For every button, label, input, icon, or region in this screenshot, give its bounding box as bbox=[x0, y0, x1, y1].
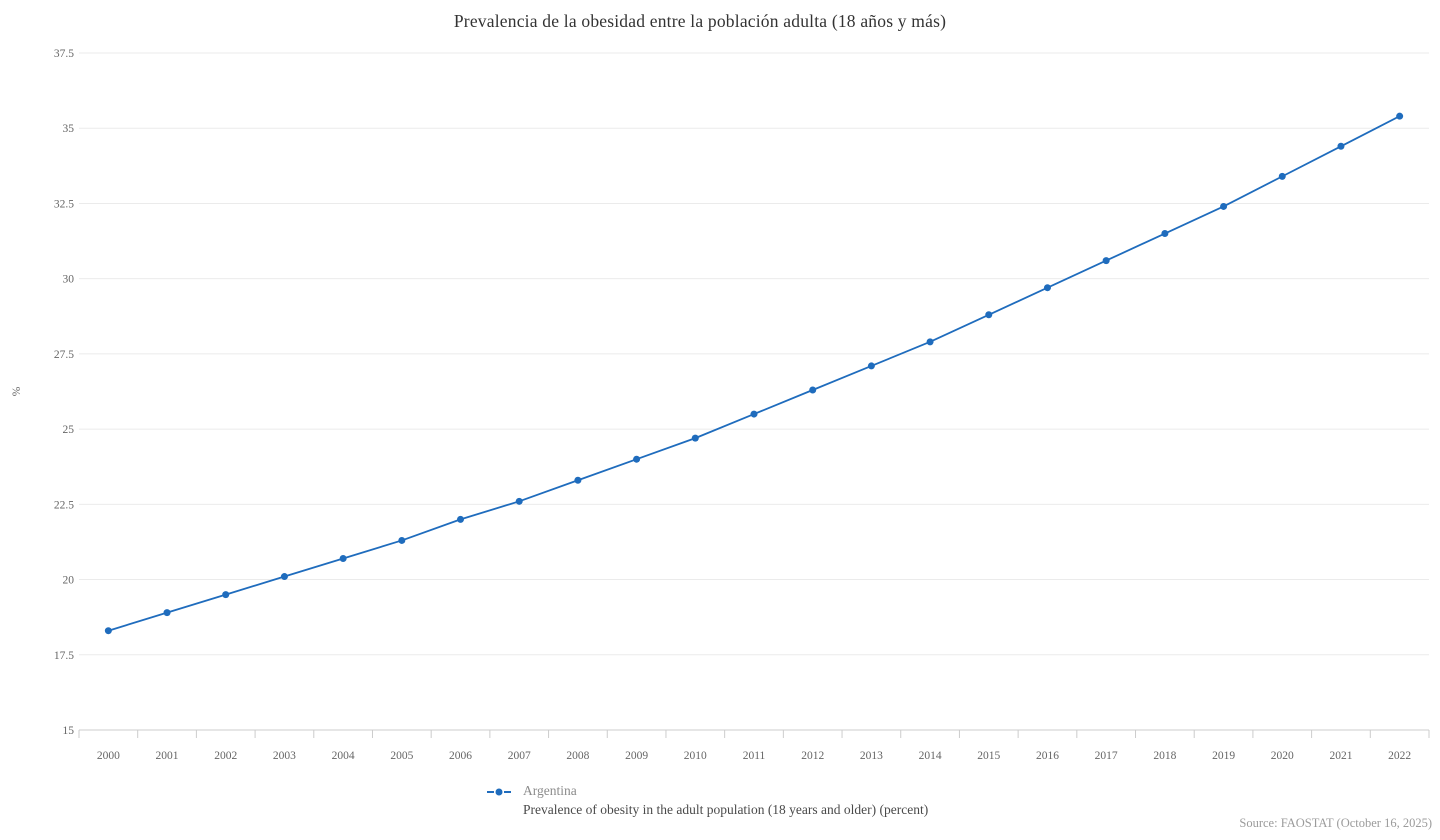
data-point[interactable] bbox=[1043, 284, 1051, 292]
y-tick-label: 22.5 bbox=[54, 499, 74, 511]
data-point[interactable] bbox=[104, 627, 112, 635]
data-point[interactable] bbox=[222, 591, 230, 599]
x-tick-label: 2004 bbox=[332, 750, 355, 762]
data-point[interactable] bbox=[280, 573, 288, 581]
data-point[interactable] bbox=[1396, 112, 1404, 120]
y-axis-title: % bbox=[11, 386, 23, 396]
x-tick-label: 2014 bbox=[919, 750, 942, 762]
x-tick-label: 2003 bbox=[273, 750, 296, 762]
legend-line-marker-icon bbox=[487, 788, 511, 796]
x-tick-label: 2006 bbox=[449, 750, 472, 762]
legend-text: Argentina Prevalence of obesity in the a… bbox=[523, 782, 928, 819]
x-tick-label: 2013 bbox=[860, 750, 883, 762]
data-point[interactable] bbox=[574, 476, 582, 484]
data-point[interactable] bbox=[985, 311, 993, 319]
y-tick-label: 15 bbox=[63, 725, 75, 737]
x-tick-label: 2008 bbox=[566, 750, 589, 762]
data-point[interactable] bbox=[867, 362, 875, 370]
data-point[interactable] bbox=[515, 497, 523, 505]
data-point[interactable] bbox=[750, 410, 758, 418]
x-tick-label: 2019 bbox=[1212, 750, 1235, 762]
y-tick-label: 25 bbox=[63, 424, 75, 436]
x-tick-label: 2011 bbox=[743, 750, 766, 762]
x-tick-label: 2010 bbox=[684, 750, 707, 762]
y-tick-label: 30 bbox=[63, 274, 75, 286]
x-tick-label: 2002 bbox=[214, 750, 237, 762]
legend-series-description: Prevalence of obesity in the adult popul… bbox=[523, 802, 929, 817]
data-point[interactable] bbox=[1102, 257, 1110, 265]
y-tick-label: 35 bbox=[63, 123, 75, 135]
series-line bbox=[108, 115, 1401, 632]
x-tick-label: 2022 bbox=[1388, 750, 1411, 762]
data-point[interactable] bbox=[1278, 172, 1286, 180]
data-point[interactable] bbox=[633, 455, 641, 463]
data-point[interactable] bbox=[1161, 230, 1169, 238]
y-tick-label: 17.5 bbox=[54, 650, 74, 662]
x-tick-label: 2017 bbox=[1095, 750, 1118, 762]
data-point[interactable] bbox=[398, 536, 406, 544]
data-point[interactable] bbox=[809, 386, 817, 394]
y-tick-label: 37.5 bbox=[54, 48, 74, 60]
x-tick-label: 2018 bbox=[1153, 750, 1176, 762]
chart-title: Prevalencia de la obesidad entre la pobl… bbox=[453, 11, 947, 31]
x-tick-label: 2020 bbox=[1271, 750, 1294, 762]
x-tick-label: 2007 bbox=[508, 750, 531, 762]
y-tick-label: 27.5 bbox=[54, 349, 74, 361]
data-point[interactable] bbox=[691, 434, 699, 442]
x-tick-label: 2001 bbox=[156, 750, 179, 762]
data-point[interactable] bbox=[926, 338, 934, 346]
x-tick-label: 2015 bbox=[977, 750, 1000, 762]
data-point[interactable] bbox=[163, 609, 171, 617]
obesity-line-chart: 15 17.5 20 22.5 25 27.5 30 32.5 35 37.5% 2000 2001 2… bbox=[11, 48, 1430, 762]
data-point[interactable] bbox=[1337, 142, 1345, 150]
y-tick-label: 32.5 bbox=[54, 198, 74, 210]
source-note: Source: FAOSTAT (October 16, 2025) bbox=[1239, 816, 1432, 830]
x-tick-label: 2005 bbox=[390, 750, 413, 762]
x-tick-label: 2016 bbox=[1036, 750, 1059, 762]
data-point[interactable] bbox=[457, 515, 465, 523]
data-point[interactable] bbox=[339, 554, 347, 562]
data-point[interactable] bbox=[1220, 202, 1228, 210]
y-tick-label: 20 bbox=[63, 575, 75, 587]
legend-item-argentina[interactable]: Argentina Prevalence of obesity in the a… bbox=[487, 782, 928, 819]
legend-series-name: Argentina bbox=[523, 783, 577, 798]
x-tick-label: 2009 bbox=[625, 750, 648, 762]
x-tick-label: 2021 bbox=[1329, 750, 1352, 762]
x-tick-label: 2000 bbox=[97, 750, 120, 762]
x-tick-label: 2012 bbox=[801, 750, 824, 762]
